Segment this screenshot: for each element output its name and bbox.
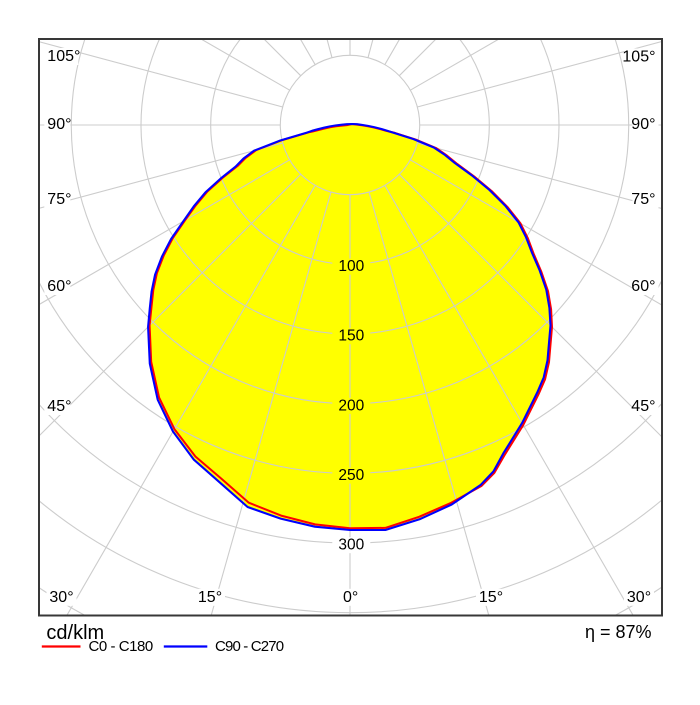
svg-text:cd/klm: cd/klm <box>46 622 104 644</box>
svg-text:45°: 45° <box>631 398 655 415</box>
svg-text:90°: 90° <box>47 116 71 133</box>
svg-text:C0 - C180: C0 - C180 <box>89 638 153 655</box>
svg-text:0°: 0° <box>343 589 358 606</box>
svg-text:60°: 60° <box>631 278 655 295</box>
svg-text:75°: 75° <box>631 191 655 208</box>
svg-text:30°: 30° <box>49 589 73 606</box>
svg-text:90°: 90° <box>631 116 655 133</box>
svg-text:η = 87%: η = 87% <box>585 622 652 642</box>
svg-text:250: 250 <box>338 467 364 484</box>
svg-text:300: 300 <box>338 537 364 554</box>
svg-text:60°: 60° <box>47 278 71 295</box>
svg-text:150: 150 <box>338 328 364 345</box>
svg-text:200: 200 <box>338 397 364 414</box>
svg-text:15°: 15° <box>479 589 503 606</box>
svg-text:30°: 30° <box>627 589 651 606</box>
svg-text:C90 - C270: C90 - C270 <box>215 638 284 655</box>
svg-text:105°: 105° <box>622 49 655 66</box>
svg-text:105°: 105° <box>47 48 80 65</box>
svg-text:75°: 75° <box>47 191 71 208</box>
svg-text:45°: 45° <box>47 398 71 415</box>
svg-text:15°: 15° <box>198 589 222 606</box>
svg-text:100: 100 <box>338 258 364 275</box>
